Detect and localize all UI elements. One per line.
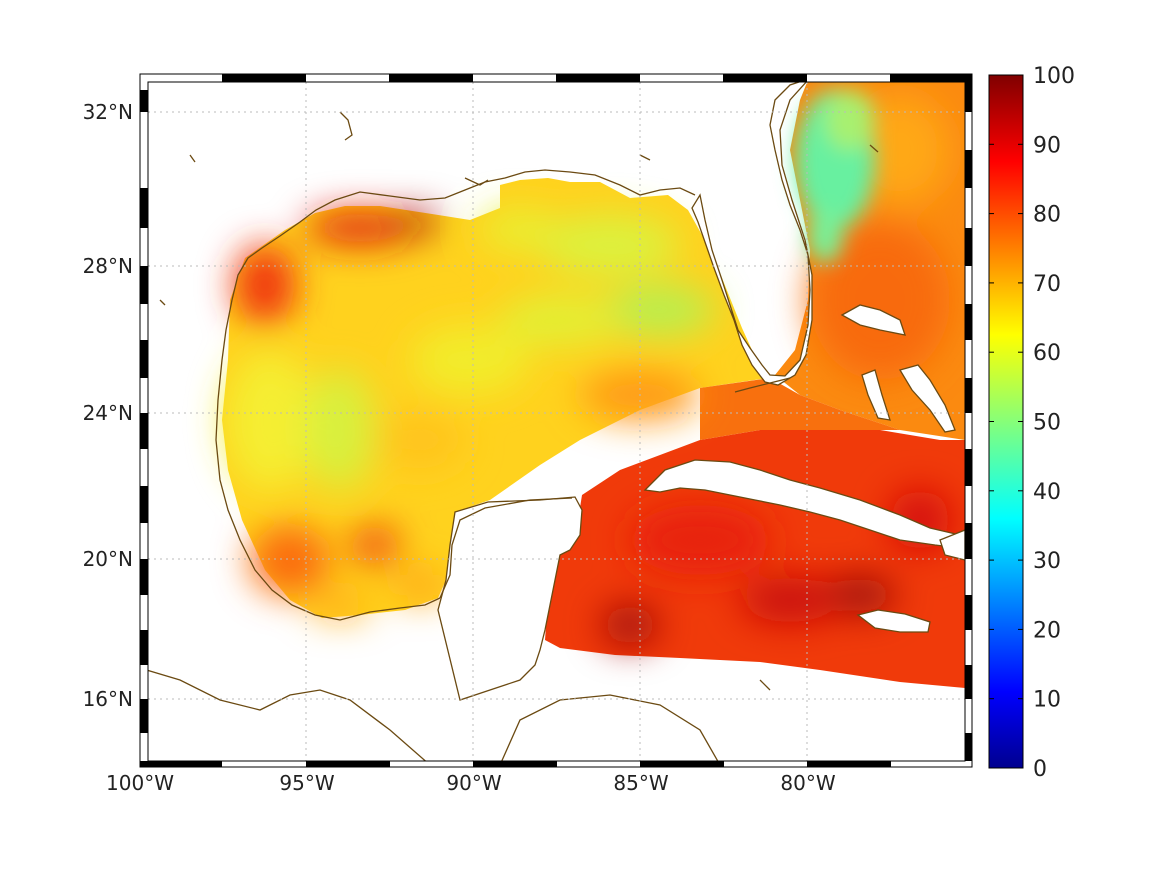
bahamas-1 <box>840 304 906 336</box>
jamaica <box>856 609 931 633</box>
land <box>148 82 965 761</box>
lon-label: 80°W <box>780 771 835 795</box>
lat-label: 20°N <box>83 547 133 571</box>
florida-peninsula <box>691 82 813 386</box>
colorbar: 0 10 20 30 40 50 60 70 80 90 100 <box>988 64 1075 782</box>
colorbar-ticks: 0 10 20 30 40 50 60 70 80 90 100 <box>989 64 1075 782</box>
florida-keys <box>734 377 791 393</box>
yucatan-coastline <box>439 497 573 599</box>
colorbar-tick-label: 10 <box>1033 688 1061 713</box>
lat-label: 24°N <box>83 401 133 425</box>
small-islands <box>159 111 879 691</box>
lon-label: 100°W <box>106 771 174 795</box>
straits-field <box>700 378 900 440</box>
colorbar-tick-label: 70 <box>1033 272 1061 297</box>
colorbar-tick-label: 100 <box>1033 64 1075 89</box>
colorbar-tick-label: 30 <box>1033 549 1061 574</box>
data-field <box>222 82 965 688</box>
colorbar-tick-label: 20 <box>1033 618 1061 643</box>
lat-label: 32°N <box>83 100 133 124</box>
bahamas-2 <box>861 369 891 421</box>
colorbar-tick-label: 90 <box>1033 133 1061 158</box>
graticule <box>148 82 965 761</box>
colorbar-tick-label: 50 <box>1033 411 1061 436</box>
colorbar-tick-label: 0 <box>1033 757 1047 782</box>
lat-label: 16°N <box>83 687 133 711</box>
longitude-labels: 100°W 95°W 90°W 85°W 80°W <box>106 771 836 795</box>
colorbar-gradient <box>988 74 1024 769</box>
colorbar-tick-label: 60 <box>1033 341 1061 366</box>
colorbar-tick-label: 40 <box>1033 480 1061 505</box>
mexico-gulf-coastline <box>215 299 441 621</box>
us-gulf-coastline <box>231 169 696 301</box>
lon-label: 85°W <box>613 771 668 795</box>
colorbar-tick-label: 80 <box>1033 203 1061 228</box>
lon-label: 90°W <box>446 771 501 795</box>
gulf-field <box>222 178 768 618</box>
lon-label: 95°W <box>279 771 334 795</box>
central-america <box>148 669 719 761</box>
bahamas-3 <box>899 364 956 433</box>
map-frame <box>139 73 973 768</box>
hispaniola <box>939 529 965 561</box>
latitude-labels: 32°N 28°N 24°N 20°N 16°N <box>83 100 133 711</box>
lat-label: 28°N <box>83 254 133 278</box>
yucatan-peninsula <box>437 496 583 701</box>
